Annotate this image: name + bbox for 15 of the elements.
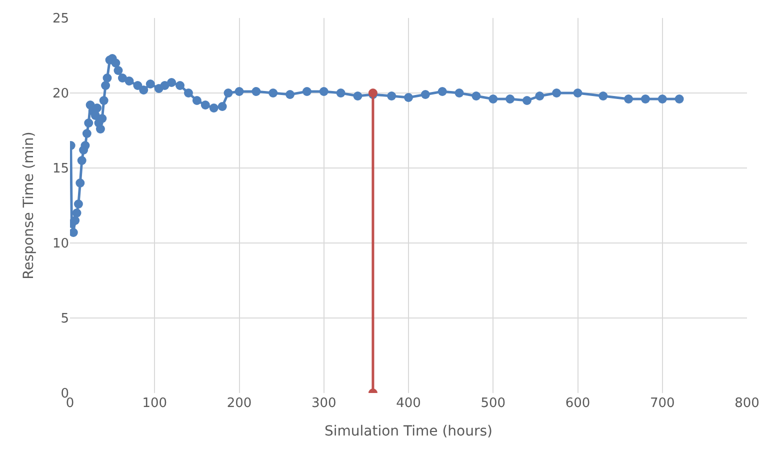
x-tick-label: 100 (142, 396, 168, 411)
y-tick-label: 15 (52, 162, 69, 177)
x-tick-label: 800 (734, 396, 760, 411)
x-tick-label: 600 (565, 396, 590, 411)
x-tick-label: 500 (480, 396, 506, 411)
y-tick-label: 25 (52, 12, 69, 27)
y-tick-label: 5 (60, 312, 69, 327)
x-tick-label: 200 (226, 396, 252, 411)
x-tick-label: 400 (396, 396, 421, 411)
x-tick-label: 700 (650, 396, 675, 411)
x-axis-title: Simulation Time (hours) (324, 423, 493, 440)
y-tick-label: 20 (52, 86, 69, 102)
y-tick-label: 10 (52, 236, 69, 252)
y-axis-title: Response Time (min) (21, 132, 38, 280)
x-tick-label: 300 (311, 396, 336, 411)
